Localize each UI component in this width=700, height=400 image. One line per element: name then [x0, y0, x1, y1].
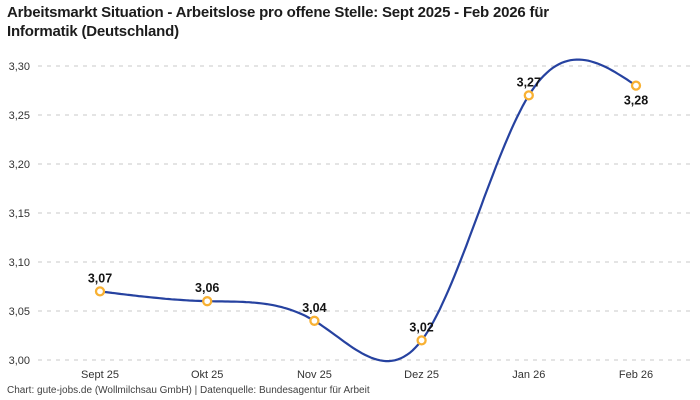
- y-tick-label: 3,25: [9, 110, 30, 122]
- data-point-marker[interactable]: [630, 80, 642, 91]
- data-point-label: 3,27: [517, 75, 541, 89]
- x-axis-label: Nov 25: [297, 369, 332, 381]
- data-point-marker[interactable]: [309, 315, 320, 326]
- chart-attribution: Chart: gute-jobs.de (Wollmilchsau GmbH) …: [7, 385, 370, 396]
- y-tick-label: 3,15: [9, 208, 30, 220]
- x-axis-label: Jan 26: [512, 369, 545, 381]
- y-tick-label: 3,10: [9, 257, 30, 269]
- data-point-marker[interactable]: [202, 296, 213, 307]
- data-point-marker[interactable]: [94, 286, 106, 297]
- x-axis-label: Okt 25: [191, 369, 223, 381]
- data-point-label: 3,02: [409, 320, 433, 334]
- data-series-line: [98, 58, 638, 363]
- data-point-marker[interactable]: [416, 335, 427, 346]
- data-point-label: 3,28: [624, 94, 648, 108]
- y-tick-label: 3,05: [9, 306, 30, 318]
- y-tick-label: 3,20: [9, 159, 30, 171]
- x-axis-label: Dez 25: [404, 369, 439, 381]
- data-point-marker[interactable]: [523, 90, 534, 101]
- y-tick-label: 3,30: [9, 61, 30, 73]
- chart-title: Arbeitsmarkt Situation - Arbeitslose pro…: [7, 4, 549, 40]
- x-axis-label: Feb 26: [619, 369, 653, 381]
- line-chart: 3,00 3,05 3,10 3,15 3,20 3,25 3,30 Sept 25 Okt 2…: [9, 58, 690, 381]
- data-point-label: 3,07: [88, 271, 112, 285]
- data-point-label: 3,04: [302, 301, 326, 315]
- y-tick-label: 3,00: [9, 355, 30, 367]
- x-axis-label: Sept 25: [81, 369, 119, 381]
- data-point-label: 3,06: [195, 281, 219, 295]
